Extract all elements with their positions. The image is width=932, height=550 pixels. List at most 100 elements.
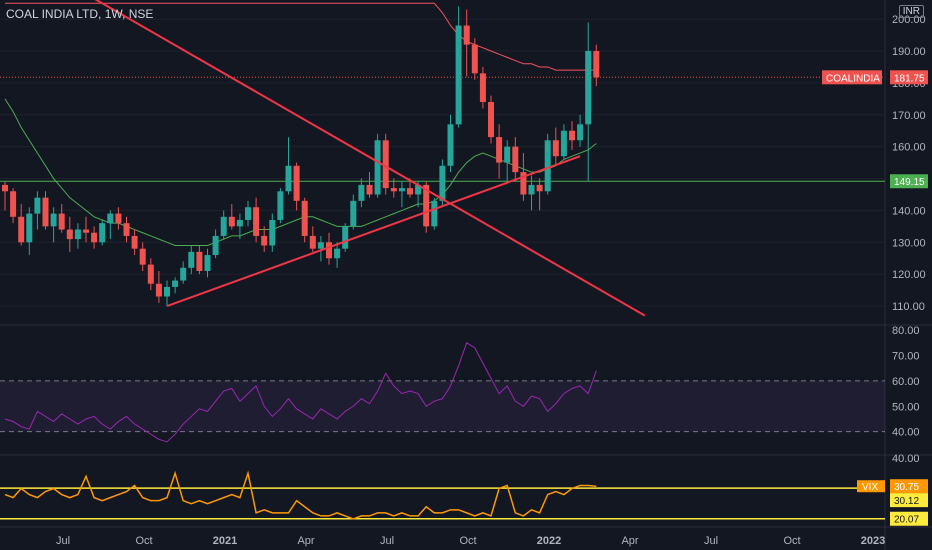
vix-level-label-box xyxy=(890,511,928,526)
last-price-label-box xyxy=(890,70,928,85)
candle-body xyxy=(228,216,235,227)
rsi-band xyxy=(0,380,885,432)
candle-body xyxy=(342,226,349,249)
candle-body xyxy=(471,44,478,74)
vix-symbol: VIX xyxy=(862,482,878,493)
last-price-label: 181.75 xyxy=(894,73,925,84)
vix-level-label: 30.12 xyxy=(894,496,919,507)
candle-body xyxy=(488,102,494,138)
candle-body xyxy=(188,251,195,268)
rsi-tick-label: 80.00 xyxy=(892,325,920,337)
candle-body xyxy=(236,219,243,227)
candle-body xyxy=(309,235,316,249)
candle-body xyxy=(196,251,203,271)
vix-symbol-box xyxy=(857,480,885,493)
candle-body xyxy=(18,216,25,243)
candle-body xyxy=(415,184,422,195)
time-tick-label: Oct xyxy=(459,535,476,547)
candle-body xyxy=(585,51,592,125)
candle-body xyxy=(520,172,527,195)
time-tick-label: Apr xyxy=(621,535,638,547)
candle-body xyxy=(107,213,114,224)
candle-body xyxy=(569,130,575,141)
candle-body xyxy=(463,25,470,45)
candle-body xyxy=(350,200,357,227)
candle-body xyxy=(544,140,551,192)
candle-body xyxy=(42,197,49,227)
candle-body xyxy=(253,207,260,236)
candle-body xyxy=(139,248,146,265)
candle-body xyxy=(180,267,187,281)
time-tick-label: Jul xyxy=(704,535,718,547)
vix-level-label-box xyxy=(890,493,928,508)
candle-body xyxy=(123,223,130,236)
rsi-tick-label: 70.00 xyxy=(892,350,920,362)
candle-body xyxy=(334,248,341,259)
candle-body xyxy=(74,229,81,240)
candle-body xyxy=(164,286,170,297)
candle-body xyxy=(528,184,535,195)
rsi-tick-label: 40.00 xyxy=(892,427,920,439)
candle-body xyxy=(83,229,89,233)
last-price-symbol: COALINDIA xyxy=(826,73,880,84)
candle-body xyxy=(91,232,98,243)
candle-body xyxy=(431,200,438,227)
time-tick-label: Jul xyxy=(56,535,70,547)
rsi-tick-label: 60.00 xyxy=(892,376,920,388)
price-tick-label: 130.00 xyxy=(892,237,926,249)
support-level-label-box xyxy=(890,174,928,189)
rsi-line xyxy=(4,342,597,443)
candle-body xyxy=(212,235,219,256)
candle-body xyxy=(220,216,227,236)
price-tick-label: 160.00 xyxy=(892,142,926,154)
candle-body xyxy=(504,146,511,163)
candle-body xyxy=(269,219,276,246)
price-tick-label: 190.00 xyxy=(892,46,926,58)
candle-body xyxy=(536,184,543,192)
time-tick-label: 2023 xyxy=(861,535,885,547)
candle-body xyxy=(99,223,106,243)
candle-body xyxy=(50,213,57,227)
time-tick-label: 2022 xyxy=(537,535,561,547)
candle-body xyxy=(10,191,17,217)
candle-body xyxy=(317,242,324,249)
vix-tick-label: 40.00 xyxy=(892,453,920,465)
candle-body xyxy=(285,165,292,192)
candle-body xyxy=(455,25,462,125)
chart-title: COAL INDIA LTD, 1W, NSE xyxy=(6,7,154,21)
candle-body xyxy=(26,213,33,243)
time-tick-label: Oct xyxy=(783,535,800,547)
candle-body xyxy=(390,188,397,192)
candle-body xyxy=(423,184,430,227)
time-tick-label: Apr xyxy=(297,535,314,547)
trendline xyxy=(166,155,581,307)
candle-body xyxy=(115,213,122,224)
candle-body xyxy=(277,191,284,220)
candle-body xyxy=(66,229,73,240)
currency-badge[interactable]: INR xyxy=(898,5,924,18)
vix-level-label: 20.07 xyxy=(894,515,919,526)
vix-value-label-box xyxy=(890,479,928,494)
trendline xyxy=(94,0,646,317)
candle-body xyxy=(447,124,454,166)
candle-body xyxy=(552,140,559,157)
candle-body xyxy=(577,124,584,141)
candle-body xyxy=(2,184,8,192)
time-tick-label: 2021 xyxy=(213,535,237,547)
candle-body xyxy=(407,188,413,195)
candle-body xyxy=(245,207,251,220)
candle-body xyxy=(131,235,138,249)
candle-body xyxy=(301,200,308,236)
support-level-label: 149.15 xyxy=(894,177,925,188)
rsi-tick-label: 50.00 xyxy=(892,401,920,413)
last-price-symbol-box xyxy=(822,70,882,85)
candle-body xyxy=(358,184,365,201)
candle-body xyxy=(593,51,600,78)
candle-body xyxy=(204,255,211,271)
price-tick-label: 170.00 xyxy=(892,110,926,122)
candle-body xyxy=(58,213,65,230)
time-tick-label: Oct xyxy=(135,535,152,547)
candle-body xyxy=(172,280,179,287)
